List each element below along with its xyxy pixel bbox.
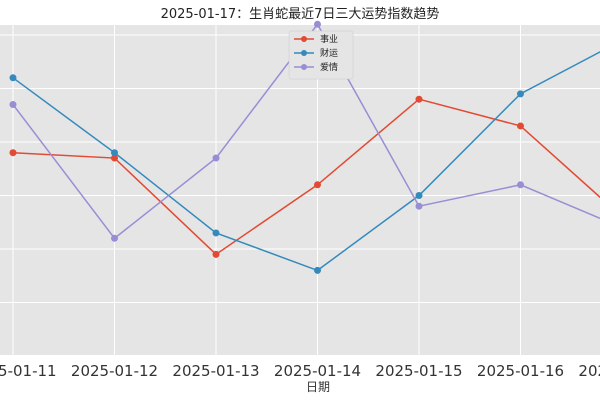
series-3	[9, 20, 600, 242]
legend-item: 爱情	[294, 61, 338, 73]
data-point	[314, 20, 321, 28]
data-point	[9, 101, 17, 109]
legend-swatch-marker	[301, 36, 307, 42]
data-point	[415, 95, 423, 103]
data-point	[415, 202, 423, 210]
series-group	[9, 20, 600, 274]
legend-swatch-marker	[301, 50, 307, 56]
data-point	[314, 181, 321, 189]
legend-label: 事业	[320, 33, 338, 45]
legend-item: 财运	[294, 47, 338, 59]
data-point	[212, 229, 220, 237]
data-point	[517, 181, 524, 189]
data-point	[212, 250, 220, 258]
plot-area	[0, 25, 600, 355]
data-point	[9, 149, 17, 157]
data-point	[111, 149, 118, 157]
series-2	[9, 51, 600, 274]
data-point	[517, 90, 524, 98]
x-tick-label: 2025-01-16	[477, 362, 564, 380]
chart-title: 2025-01-17：生肖蛇最近7日三大运势指数趋势	[161, 6, 440, 22]
x-tick-label: 2025-01-15	[375, 362, 462, 380]
x-tick-labels: 2025-01-11 2025-01-12 2025-01-13 2025-01-14…	[0, 362, 600, 380]
data-point	[111, 154, 118, 162]
legend-swatch-marker	[301, 64, 307, 70]
data-point	[111, 234, 118, 242]
x-tick-label: 2025-01-11	[0, 362, 57, 380]
x-tick-label: 2025-01-12	[71, 362, 158, 380]
legend-label: 财运	[320, 47, 338, 59]
x-axis-label: 日期	[306, 380, 330, 394]
x-tick-label: 2025-01-14	[274, 362, 361, 380]
data-point	[517, 122, 524, 130]
x-tick-label: 2025-01-17	[578, 362, 600, 380]
legend-label: 爱情	[320, 61, 338, 73]
x-tick-label: 2025-01-13	[172, 362, 259, 380]
data-point	[314, 266, 321, 274]
grid	[0, 25, 600, 355]
data-point	[212, 154, 220, 162]
data-point	[9, 74, 17, 82]
legend-item: 事业	[294, 33, 338, 45]
data-point	[415, 192, 423, 199]
series-1	[9, 95, 600, 258]
